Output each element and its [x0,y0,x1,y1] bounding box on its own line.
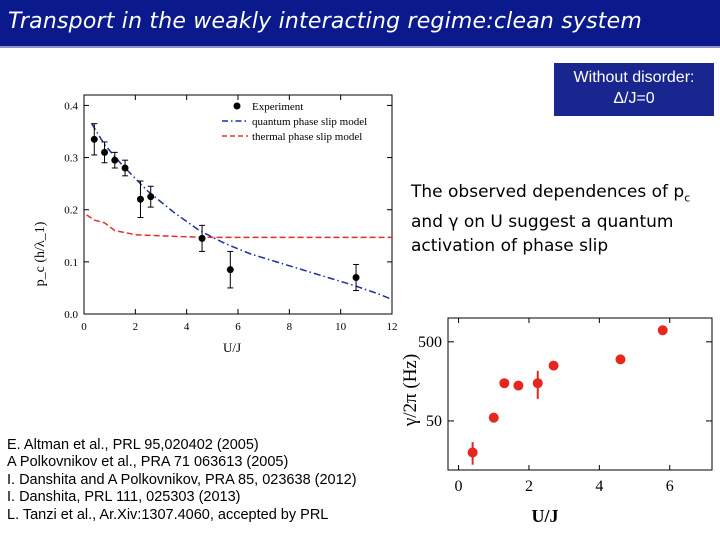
experiment-point [90,135,98,143]
quantum-model-line [91,123,393,301]
right-x-axis-label: U/J [532,506,559,526]
experiment-point [111,156,119,164]
damping-point [615,354,626,365]
left-x-tick-label: 12 [387,321,398,333]
reference-item: E. Altman et al., PRL 95,020402 (2005) [7,437,259,453]
right-plot-frame [447,317,713,471]
legend-thermal-label: thermal phase slip model [252,131,362,143]
left-x-tick-label: 0 [81,321,87,333]
observation-text: The observed dependences of pc and γ on … [411,180,716,258]
right-y-tick-label: 50 [426,413,442,430]
left-x-tick-label: 6 [235,321,241,333]
legend-experiment-marker [233,102,241,110]
damping-rate-chart: 0 2 4 6 50 500 γ/2π (Hz) U/J [400,317,713,526]
reference-item: I. Danshita and A Polkovnikov, PRA 85, 0… [7,471,357,488]
reference-list: E. Altman et al., PRL 95,020402 (2005) A… [7,437,357,524]
observation-start: The observed dependences of p [411,182,685,202]
damping-point [499,378,510,389]
left-y-axis-label: p_c (h/λ_1) [33,221,48,286]
legend-quantum-label: quantum phase slip model [252,116,367,128]
thermal-model-line [86,214,392,239]
experiment-point [136,195,144,203]
left-x-tick-label: 4 [184,321,190,333]
damping-point [532,378,543,389]
right-x-tick-label: 0 [455,478,463,495]
left-y-tick-label: 0.1 [64,257,78,269]
damping-point [513,380,524,391]
experiment-point [147,193,155,201]
disorder-value: Δ/J=0 [613,90,655,107]
reference-item: L. Tanzi et al., Ar.Xiv:1307.4060, accep… [7,506,329,523]
legend-experiment-label: Experiment [252,101,303,113]
title-bar: Transport in the weakly interacting regi… [0,0,720,48]
left-x-axis-label: U/J [223,340,241,355]
experiment-point [198,234,206,242]
damping-point [548,360,559,371]
experiment-point [121,164,129,172]
right-x-tick-label: 4 [595,478,603,495]
damping-point [657,325,668,336]
left-y-tick-label: 0.0 [64,309,78,321]
critical-momentum-chart: 0 2 4 6 8 10 12 0.0 0.1 0.2 0.3 0.4 p_c (h/λ_1) U/J… [33,94,398,355]
left-y-tick-label: 0.2 [64,205,78,217]
left-x-tick-label: 8 [287,321,293,333]
experiment-point [352,274,360,281]
disorder-label: Without disorder: [573,69,695,86]
left-x-tick-label: 10 [335,321,347,333]
right-y-tick-label: 500 [418,334,442,351]
observation-subscript: c [684,191,691,205]
damping-point [467,447,478,458]
right-x-tick-label: 2 [525,478,533,495]
reference-item: I. Danshita, PRL 111, 025303 (2013) [7,489,241,506]
experiment-point [101,148,109,156]
left-y-tick-label: 0.4 [64,100,78,112]
right-x-tick-label: 6 [666,478,674,495]
observation-end: and γ on U suggest a quantum activation … [411,212,674,257]
slide-title: Transport in the weakly interacting regi… [8,9,642,34]
reference-item: A Polkovnikov et al., PRA 71 063613 (200… [7,454,289,471]
disorder-condition-box: Without disorder: Δ/J=0 [554,63,714,116]
left-legend: Experiment quantum phase slip model ther… [222,101,367,143]
left-x-tick-label: 2 [133,321,139,333]
left-y-tick-label: 0.3 [64,153,78,165]
right-y-axis-label: γ/2π (Hz) [400,354,421,427]
experiment-point [226,266,234,274]
damping-point [488,412,499,423]
